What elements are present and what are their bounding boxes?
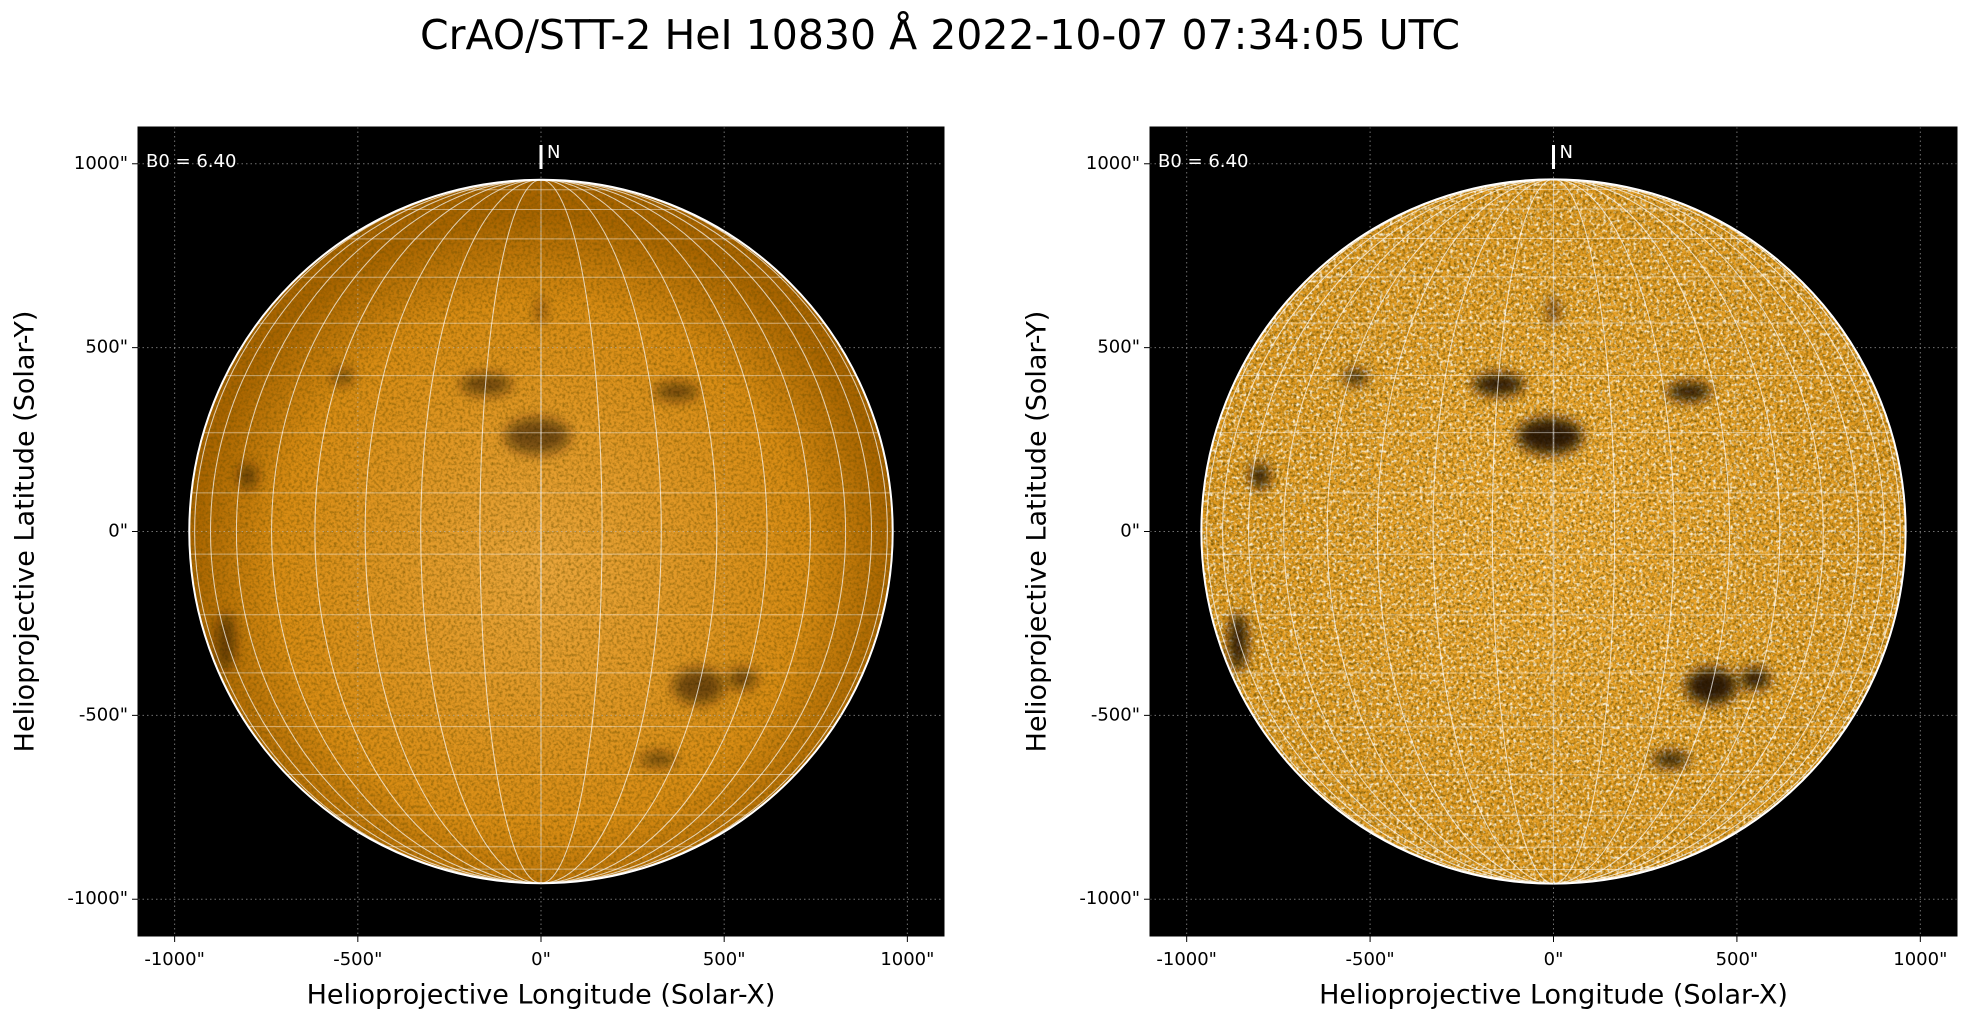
dark-feature	[1228, 612, 1248, 672]
longitude-line	[1432, 179, 1675, 884]
dark-feature	[460, 373, 512, 396]
longitude-line	[271, 179, 811, 884]
dark-feature	[639, 752, 677, 767]
dark-feature	[1740, 667, 1770, 690]
longitude-line	[194, 179, 888, 884]
x-tick-label: -500"	[1346, 949, 1395, 970]
longitude-line	[1206, 179, 1901, 884]
longitude-line	[1376, 179, 1731, 884]
solar-disk	[189, 179, 893, 884]
dark-feature	[1685, 667, 1737, 705]
x-tick-label: 1000"	[880, 949, 934, 970]
panel: -1000" -500" 0" 500" 1000" -1000" -500" 0" 500" 1…	[10, 126, 945, 1011]
north-label: N	[1560, 142, 1573, 163]
figure-title: CrAO/STT-2 HeI 10830 Å 2022-10-07 07:34:…	[420, 11, 1460, 59]
annotation: B0 = 6.40	[1158, 151, 1248, 172]
longitude-line	[1248, 179, 1859, 884]
dark-feature	[672, 667, 725, 705]
dark-feature	[727, 667, 758, 690]
y-tick-label: -500"	[1091, 704, 1140, 725]
y-tick-label: 0"	[1120, 521, 1140, 542]
y-tick-label: 0"	[108, 521, 128, 542]
dark-features	[216, 296, 758, 767]
dark-feature	[332, 369, 355, 385]
dark-feature	[1344, 369, 1367, 385]
x-tick-label: -1000"	[1156, 949, 1217, 970]
dark-feature	[216, 612, 236, 672]
dark-feature	[537, 296, 545, 326]
longitude-line	[364, 179, 718, 884]
x-tick-label: 0"	[1544, 949, 1564, 970]
longitude-line	[364, 179, 718, 884]
dark-features	[1228, 296, 1770, 767]
dark-feature	[1472, 373, 1525, 396]
longitude-line	[1326, 179, 1781, 884]
y-axis-label: Helioprojective Latitude (Solar-Y)	[10, 311, 41, 753]
y-tick-label: 500"	[85, 337, 128, 358]
y-tick-label: -500"	[79, 704, 128, 725]
axes-frame	[1149, 126, 1958, 937]
longitude-line	[540, 179, 542, 884]
x-tick-label: 1000"	[1893, 949, 1947, 970]
x-tick-label: -1000"	[144, 949, 205, 970]
longitude-line	[194, 179, 888, 884]
y-tick-label: 1000"	[1086, 153, 1140, 174]
dark-feature	[504, 417, 571, 455]
x-axis-label: Helioprojective Longitude (Solar-X)	[307, 980, 776, 1011]
longitude-line	[1206, 179, 1901, 884]
x-axis-label: Helioprojective Longitude (Solar-X)	[1319, 980, 1788, 1011]
y-tick-label: 500"	[1097, 337, 1140, 358]
x-tick-label: -500"	[333, 949, 382, 970]
longitude-line	[1283, 179, 1824, 884]
panel: -1000" -500" 0" 500" 1000" -1000" -500" 0" 500" 1…	[1022, 126, 1958, 1011]
y-tick-label: -1000"	[67, 888, 128, 909]
longitude-line	[1248, 179, 1859, 884]
dark-feature	[1250, 463, 1270, 490]
y-axis-label: Helioprojective Latitude (Solar-Y)	[1022, 311, 1053, 753]
x-tick-label: 500"	[703, 949, 746, 970]
dark-feature	[1549, 296, 1558, 326]
x-tick-label: 500"	[1716, 949, 1759, 970]
x-tick-label: 0"	[531, 949, 551, 970]
longitude-line	[1326, 179, 1781, 884]
axes-frame	[137, 126, 945, 937]
dark-feature	[1516, 417, 1583, 455]
north-label: N	[547, 142, 560, 163]
dark-feature	[1652, 752, 1690, 767]
annotation: B0 = 6.40	[146, 151, 236, 172]
dark-feature	[238, 463, 258, 490]
longitude-line	[1432, 179, 1675, 884]
longitude-line	[1552, 179, 1555, 884]
y-tick-label: 1000"	[74, 153, 128, 174]
longitude-line	[1376, 179, 1731, 884]
dark-feature	[1667, 382, 1712, 401]
longitude-line	[271, 179, 811, 884]
y-tick-label: -1000"	[1079, 888, 1140, 909]
longitude-line	[1283, 179, 1824, 884]
dark-feature	[654, 382, 699, 401]
